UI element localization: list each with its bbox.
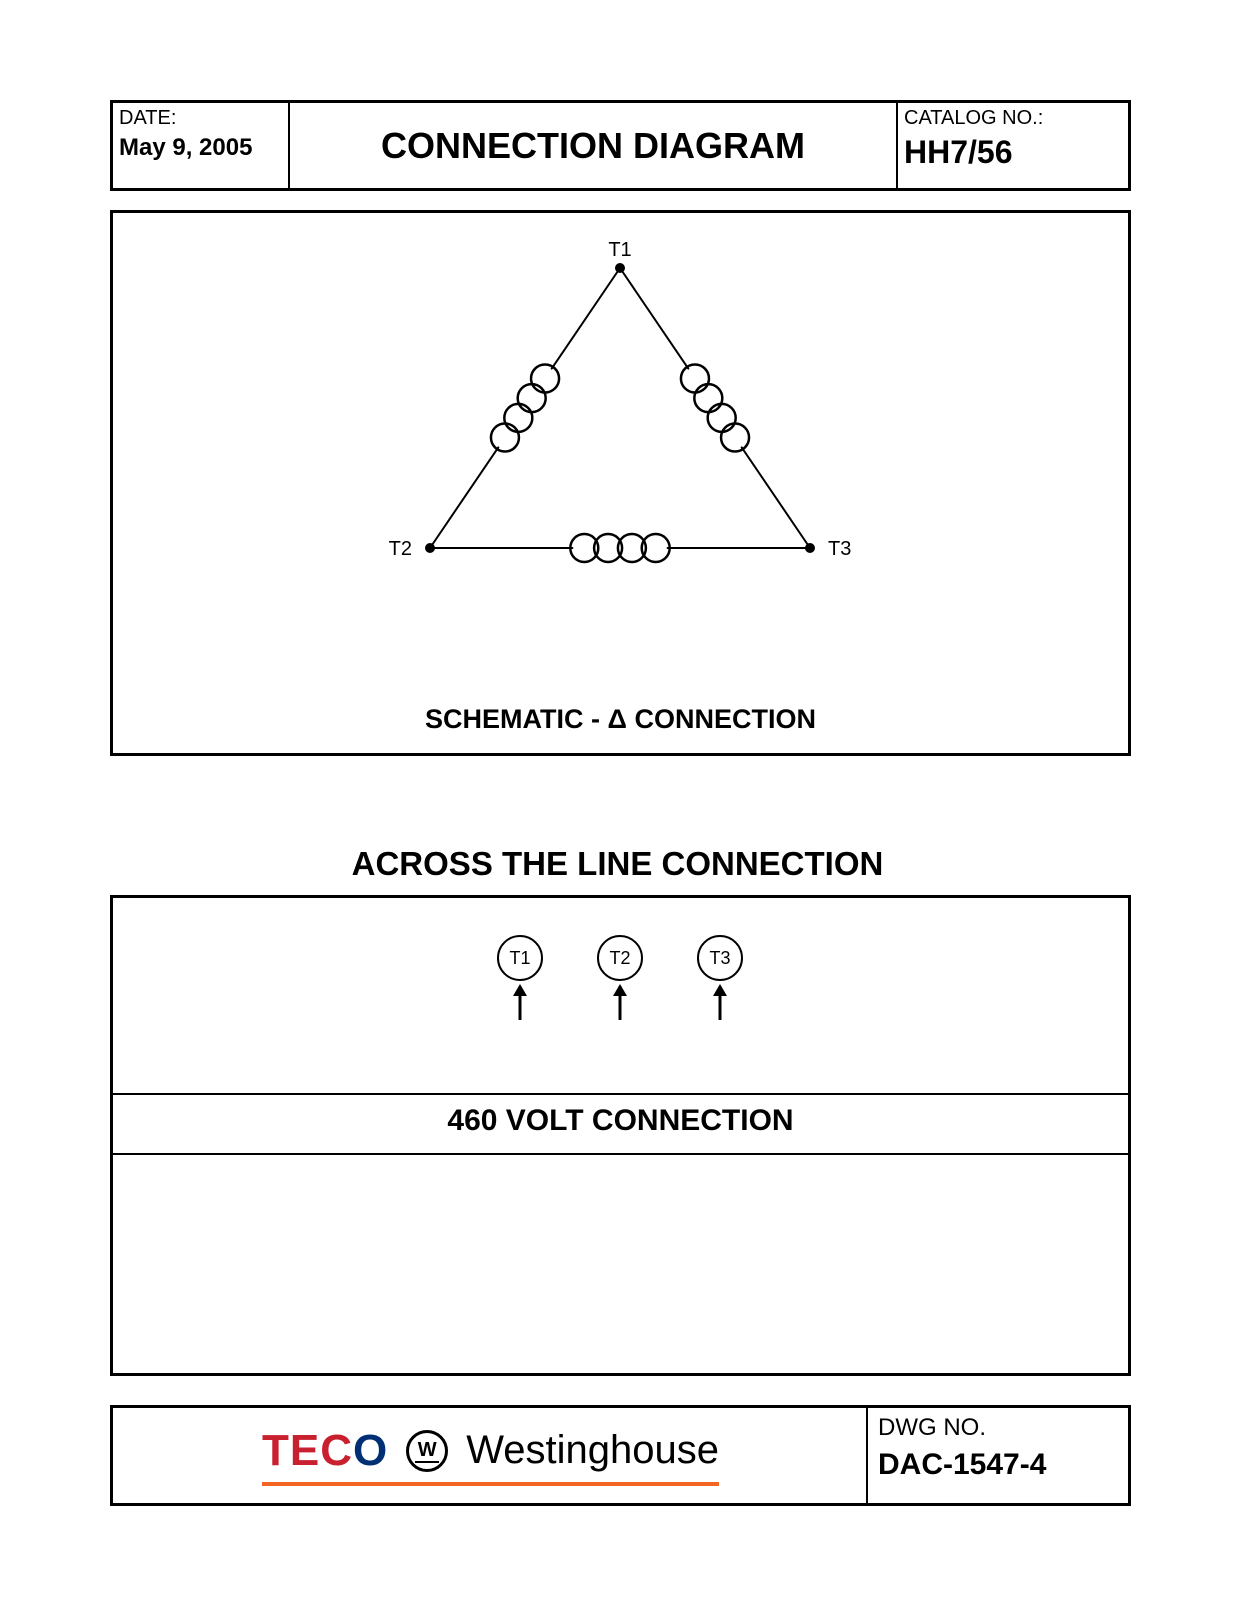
svg-text:T1: T1	[608, 239, 631, 261]
date-value: May 9, 2005	[113, 134, 288, 162]
volt-caption: 460 VOLT CONNECTION	[113, 1104, 1128, 1138]
teco-logo-text: TECO	[262, 1426, 388, 1476]
schematic-caption: SCHEMATIC - Δ CONNECTION	[113, 704, 1128, 735]
svg-text:T3: T3	[709, 948, 730, 968]
page-title: CONNECTION DIAGRAM	[381, 125, 805, 167]
dwg-no: DAC-1547-4	[868, 1448, 1128, 1482]
footer-box: TECO W Westinghouse DWG NO. DAC-1547-4	[110, 1405, 1131, 1506]
delta-schematic-svg: T1 T2 T3	[320, 238, 920, 598]
across-title: ACROSS THE LINE CONNECTION	[110, 845, 1125, 883]
company-logo: TECO W Westinghouse	[262, 1426, 719, 1486]
schematic-box: T1 T2 T3 SCHEMATIC - Δ CONNECTION	[110, 210, 1131, 756]
westinghouse-badge-icon: W	[406, 1430, 448, 1472]
svg-text:T2: T2	[389, 538, 412, 560]
westinghouse-text: Westinghouse	[466, 1428, 719, 1473]
header-box: DATE: May 9, 2005 CONNECTION DIAGRAM CAT…	[110, 100, 1131, 191]
svg-text:T2: T2	[609, 948, 630, 968]
divider-2	[113, 1153, 1128, 1155]
divider-1	[113, 1093, 1128, 1095]
catalog-value: HH7/56	[898, 134, 1128, 171]
date-label: DATE:	[113, 103, 288, 134]
across-box: T1 T2 T3 460 VOLT CONNECTION	[110, 895, 1131, 1376]
logo-underline	[262, 1482, 719, 1486]
svg-text:T1: T1	[509, 948, 530, 968]
dwg-label: DWG NO.	[868, 1408, 1128, 1448]
svg-text:T3: T3	[828, 538, 851, 560]
catalog-label: CATALOG NO.:	[898, 103, 1128, 134]
terminals-svg: T1 T2 T3	[460, 923, 780, 1063]
